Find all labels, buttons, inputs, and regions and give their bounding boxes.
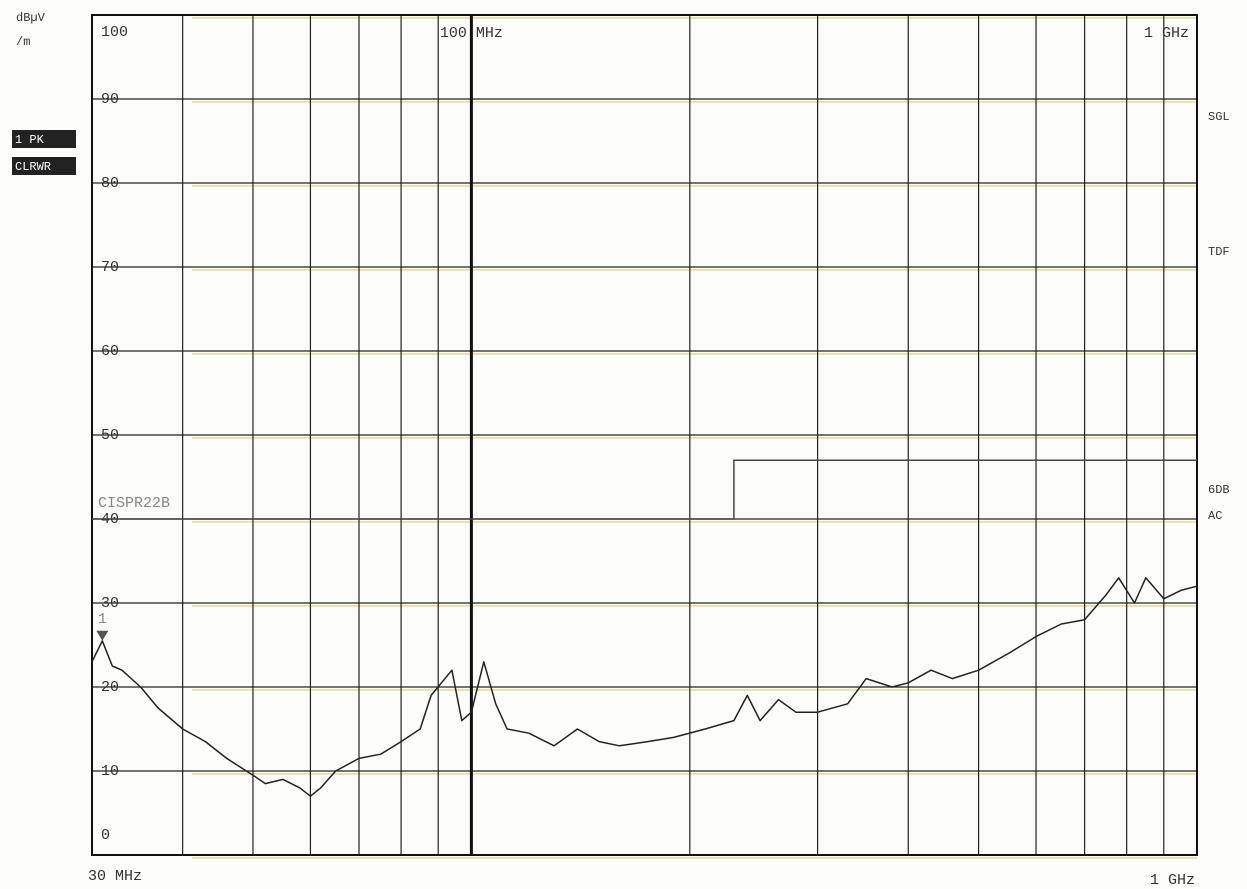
limit-label: CISPR22B <box>98 495 170 512</box>
side-label: 6DB <box>1208 483 1230 497</box>
y-tick-label: 50 <box>101 427 119 444</box>
side-label: SGL <box>1208 110 1230 124</box>
start-label: 30 MHz <box>88 868 142 885</box>
trace-label-bg <box>12 157 76 175</box>
y-tick-label: 30 <box>101 595 119 612</box>
x-tick-label: 1 GHz <box>1144 25 1189 42</box>
trace-label: 1 PK <box>15 133 45 147</box>
unit-label: /m <box>16 35 30 49</box>
side-label: TDF <box>1208 245 1230 259</box>
limit-line <box>92 459 1197 520</box>
marker <box>96 630 109 641</box>
trace-label: CLRWR <box>15 160 51 174</box>
y-tick-label: 20 <box>101 679 119 696</box>
y-tick-label: 80 <box>101 175 119 192</box>
y-tick-label: 10 <box>101 763 119 780</box>
y-tick-label: 0 <box>101 827 110 844</box>
x-tick-label: 100 MHz <box>440 25 503 42</box>
stop-label: 1 GHz <box>1150 872 1195 889</box>
marker-label: 1 <box>98 611 107 628</box>
trace-label-bg <box>12 130 76 148</box>
y-tick-label: 60 <box>101 343 119 360</box>
y-tick-label: 90 <box>101 91 119 108</box>
trace <box>91 577 1198 797</box>
unit-label: dBµV <box>16 11 46 25</box>
side-label: AC <box>1208 509 1222 523</box>
y-tick-label: 100 <box>101 24 128 41</box>
plot-frame <box>91 14 1198 856</box>
y-tick-label: 70 <box>101 259 119 276</box>
